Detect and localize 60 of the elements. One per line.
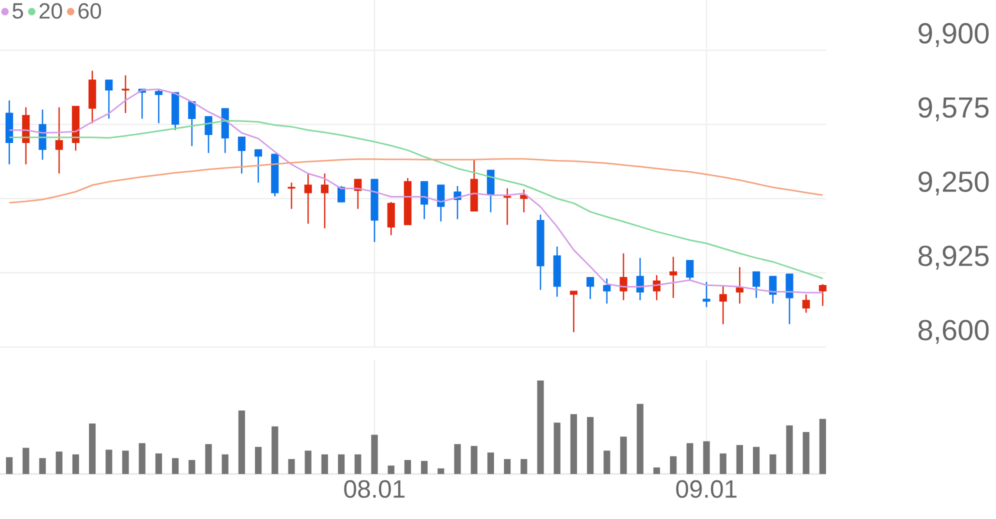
bar bbox=[520, 459, 528, 474]
bar bbox=[404, 460, 412, 474]
y-tick-label: 9,575 bbox=[918, 97, 989, 122]
bar bbox=[786, 425, 793, 474]
bar bbox=[122, 450, 129, 474]
y-tick-label: 8,600 bbox=[918, 320, 989, 344]
bar bbox=[802, 432, 810, 474]
bar bbox=[238, 410, 246, 474]
bar bbox=[570, 414, 578, 474]
bar bbox=[254, 446, 262, 474]
bar bbox=[487, 452, 494, 474]
bar bbox=[653, 467, 660, 474]
bar bbox=[470, 446, 478, 474]
bar bbox=[88, 424, 96, 474]
bar bbox=[272, 426, 278, 474]
y-tick-label: 9,250 bbox=[918, 171, 989, 196]
bar bbox=[39, 458, 46, 474]
bar bbox=[222, 454, 228, 474]
bar bbox=[554, 422, 560, 474]
bar bbox=[752, 446, 760, 474]
bar bbox=[420, 460, 428, 474]
bar bbox=[636, 404, 644, 474]
bar bbox=[321, 454, 328, 474]
bar bbox=[354, 454, 362, 474]
bar bbox=[172, 458, 179, 474]
bar bbox=[288, 459, 295, 474]
bar bbox=[6, 457, 13, 474]
x-tick-label: 09.01 bbox=[676, 480, 737, 498]
bar bbox=[388, 466, 394, 474]
bar bbox=[338, 454, 345, 474]
bar bbox=[620, 436, 627, 474]
bar bbox=[22, 448, 30, 474]
bar bbox=[736, 445, 744, 474]
bar bbox=[537, 380, 544, 474]
bar bbox=[770, 454, 776, 474]
bar bbox=[686, 443, 694, 474]
legend-label: 60 bbox=[78, 3, 102, 19]
bar bbox=[371, 434, 378, 474]
x-tick-label: 08.01 bbox=[344, 480, 405, 498]
bar bbox=[304, 450, 312, 474]
bar bbox=[106, 450, 112, 474]
bar bbox=[819, 418, 826, 474]
bar bbox=[586, 416, 594, 474]
bar bbox=[438, 468, 444, 474]
bar bbox=[504, 459, 511, 474]
legend-label: 5 bbox=[12, 3, 24, 19]
bar bbox=[205, 444, 212, 474]
bar bbox=[703, 441, 710, 474]
bar bbox=[56, 452, 62, 474]
bar bbox=[604, 450, 610, 474]
y-tick-label: 8,925 bbox=[918, 246, 989, 270]
legend-label: 20 bbox=[40, 3, 62, 19]
bar bbox=[670, 456, 677, 474]
bar bbox=[155, 453, 162, 474]
bar bbox=[720, 453, 726, 474]
bar bbox=[454, 444, 461, 474]
bar bbox=[138, 443, 146, 474]
bar bbox=[188, 460, 196, 474]
y-tick-label: 9,900 bbox=[918, 23, 989, 48]
bar bbox=[72, 454, 80, 474]
